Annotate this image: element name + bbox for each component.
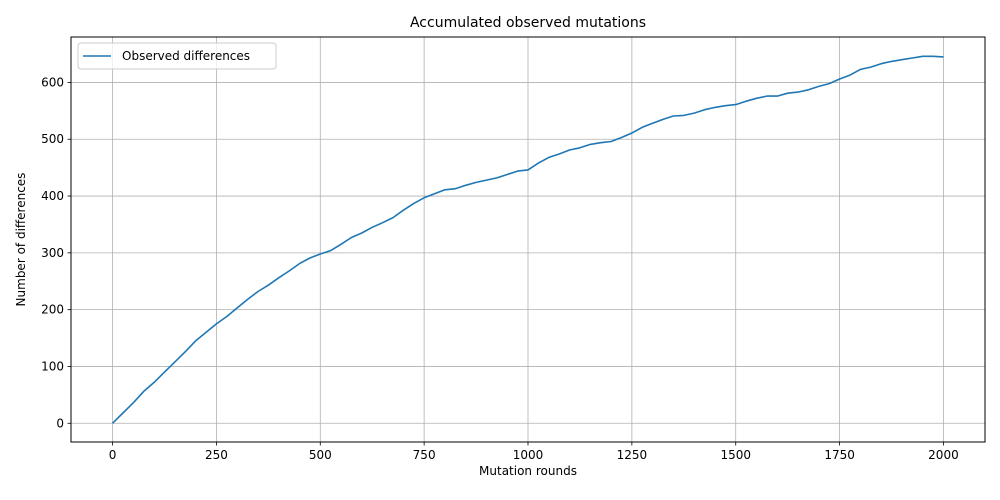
x-tick-label: 250 [205,448,228,462]
grid-lines [71,37,985,442]
x-tick-label: 1250 [617,448,648,462]
y-tick-label: 500 [41,132,64,146]
y-axis-label: Number of differences [14,173,28,307]
x-tick-label: 0 [109,448,117,462]
y-tick-label: 0 [56,416,64,430]
y-tick-label: 100 [41,359,64,373]
legend-label: Observed differences [122,49,250,63]
y-tick-label: 200 [41,303,64,317]
legend: Observed differences [77,42,277,70]
x-tick-label: 2000 [928,448,959,462]
x-axis-label: Mutation rounds [479,464,577,478]
y-tick-label: 600 [41,75,64,89]
x-tick-label: 1500 [720,448,751,462]
series-group [111,55,944,424]
series-line-observed-differences [111,55,944,424]
y-tick-label: 300 [41,246,64,260]
x-tick-label: 500 [309,448,332,462]
chart-title: Accumulated observed mutations [410,15,646,31]
x-tick-label: 750 [413,448,436,462]
y-tick-label: 400 [41,189,64,203]
x-tick-label: 1750 [824,448,855,462]
y-axis-ticks: 0 100 200 300 400 500 600 [41,75,71,430]
x-tick-label: 1000 [513,448,544,462]
x-axis-ticks: 0 250 500 750 1000 1250 1500 1750 2000 [109,442,959,462]
legend-box [77,42,277,70]
